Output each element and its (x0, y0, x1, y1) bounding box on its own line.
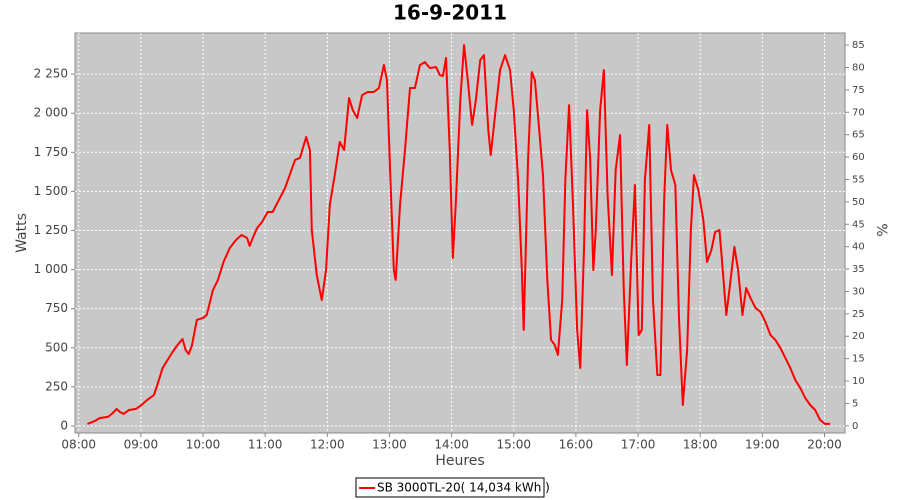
legend-label: SB 3000TL-20( 14,034 kWh ) (377, 481, 550, 495)
x-tick-label: 08:00 (61, 438, 96, 452)
y2-tick-label: 80 (852, 62, 865, 73)
y2-axis-label: % (873, 223, 889, 236)
y2-tick-label: 0 (852, 421, 858, 432)
y2-tick-label: 25 (852, 309, 865, 320)
x-tick-label: 17:00 (621, 438, 656, 452)
x-tick-label: 11:00 (248, 438, 283, 452)
y-tick-label: 1 250 (34, 223, 68, 237)
y2-tick-label: 10 (852, 376, 865, 387)
y2-tick-label: 45 (852, 219, 865, 230)
x-tick-label: 13:00 (372, 438, 407, 452)
x-tick-label: 09:00 (124, 438, 159, 452)
x-tick-label: 12:00 (310, 438, 345, 452)
y2-tick-label: 40 (852, 242, 865, 253)
y-tick-label: 2 000 (34, 106, 68, 120)
x-tick-label: 16:00 (559, 438, 594, 452)
chart-title: 16-9-2011 (393, 1, 507, 25)
y2-tick-label: 55 (852, 174, 865, 185)
y2-tick-label: 35 (852, 264, 865, 275)
y-tick-label: 750 (45, 301, 68, 315)
y-axis-label: Watts (14, 213, 30, 253)
y2-tick-label: 50 (852, 197, 865, 208)
y-tick-label: 0 (60, 418, 68, 432)
y2-tick-label: 70 (852, 107, 865, 118)
x-tick-label: 10:00 (186, 438, 221, 452)
y2-tick-label: 85 (852, 40, 865, 51)
y2-tick-label: 5 (852, 398, 858, 409)
y2-tick-label: 15 (852, 354, 865, 365)
y2-tick-label: 65 (852, 130, 865, 141)
x-tick-label: 20:00 (807, 438, 842, 452)
y-tick-label: 1 500 (34, 184, 68, 198)
x-tick-label: 15:00 (496, 438, 531, 452)
x-tick-label: 18:00 (683, 438, 718, 452)
y-tick-label: 500 (45, 340, 68, 354)
y2-tick-label: 30 (852, 286, 865, 297)
y-tick-label: 1 750 (34, 145, 68, 159)
y2-tick-label: 20 (852, 331, 865, 342)
y-tick-label: 250 (45, 379, 68, 393)
data-line (87, 44, 831, 425)
x-tick-label: 14:00 (434, 438, 469, 452)
legend-box (355, 477, 545, 498)
y-tick-label: 2 250 (34, 67, 68, 81)
x-axis-label: Heures (435, 453, 484, 469)
y2-tick-label: 60 (852, 152, 865, 163)
x-tick-label: 19:00 (745, 438, 780, 452)
y-tick-label: 1 000 (34, 262, 68, 276)
y2-tick-label: 75 (852, 85, 865, 96)
